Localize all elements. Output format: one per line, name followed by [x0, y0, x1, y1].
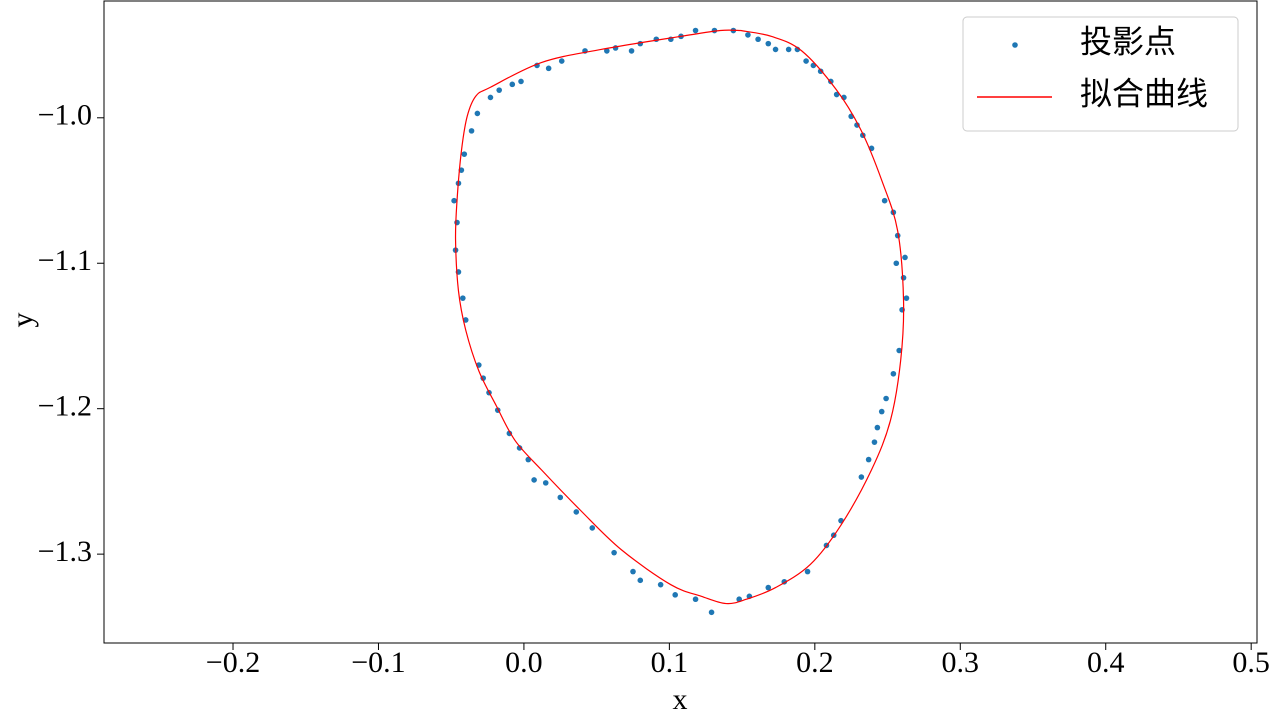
scatter-point	[487, 94, 494, 101]
scatter-point	[765, 40, 772, 47]
scatter-point	[628, 48, 635, 54]
scatter-point	[468, 128, 475, 134]
legend-box	[962, 16, 1239, 132]
legend-label: 投影点	[1080, 23, 1176, 59]
scatter-point	[637, 577, 644, 584]
x-axis-label: x	[673, 683, 688, 716]
scatter-point	[893, 260, 900, 267]
scatter-point	[817, 68, 824, 75]
x-tick-label: −0.2	[206, 646, 260, 679]
scatter-point	[896, 347, 902, 354]
scatter-point	[803, 58, 809, 64]
scatter-point	[772, 46, 779, 53]
x-tick-label: −0.1	[351, 646, 405, 679]
scatter-point	[708, 609, 715, 616]
scatter-point	[454, 219, 460, 226]
x-tick-label: 0.0	[505, 646, 543, 679]
scatter-point	[657, 581, 664, 588]
scatter-point	[874, 424, 881, 431]
scatter-point	[745, 32, 751, 38]
y-tick-label: −1.3	[38, 535, 92, 568]
x-tick-label: 0.5	[1232, 646, 1270, 679]
scatter-point	[765, 584, 772, 591]
scatter-point	[558, 58, 565, 64]
scatter-point	[604, 48, 610, 54]
scatter-point	[692, 596, 699, 603]
scatter-point	[509, 81, 516, 88]
scatter-point	[589, 525, 596, 531]
scatter-point	[474, 110, 481, 117]
scatter-point	[545, 65, 552, 72]
x-tick-label: 0.3	[942, 646, 980, 679]
scatter-point	[900, 274, 907, 281]
scatter-point	[573, 509, 580, 515]
x-tick-label: 0.1	[651, 646, 689, 679]
scatter-point	[785, 46, 792, 53]
scatter-point	[496, 87, 502, 93]
scatter-point	[902, 254, 908, 261]
scatter-point	[516, 445, 523, 451]
scatter-point	[865, 456, 872, 463]
scatter-point	[630, 568, 636, 575]
scatter-point	[653, 36, 660, 43]
plot-area	[451, 27, 910, 616]
y-tick-label: −1.1	[38, 244, 92, 277]
scatter-point	[854, 122, 860, 128]
scatter-point	[903, 295, 910, 301]
scatter-point	[881, 197, 888, 204]
scatter-point	[871, 439, 878, 445]
scatter-point	[611, 549, 617, 556]
scatter-point	[451, 197, 457, 204]
scatter-point	[883, 395, 889, 402]
y-tick-label: −1.0	[38, 99, 92, 132]
fit-curve	[454, 29, 905, 605]
y-tick-label: −1.2	[38, 390, 92, 423]
scatter-point	[672, 592, 678, 598]
scatter-point	[858, 474, 865, 480]
x-tick-label: 0.2	[796, 646, 834, 679]
scatter-point	[462, 317, 469, 323]
scatter-point	[833, 91, 840, 98]
scatter-point	[531, 477, 537, 483]
scatter-point	[878, 408, 885, 415]
scatter-point	[518, 78, 524, 85]
scatter-point	[461, 151, 468, 157]
scatter-point	[755, 36, 761, 43]
legend-marker	[1012, 42, 1018, 48]
y-axis-label: y	[6, 313, 39, 328]
axes-frame	[103, 0, 1258, 644]
scatter-point	[557, 494, 564, 501]
scatter-point	[692, 27, 699, 34]
scatter-point	[804, 568, 811, 575]
scatter-point	[542, 480, 549, 486]
scatter-point	[890, 370, 897, 377]
x-tick-label: 0.4	[1087, 646, 1125, 679]
scatter-point	[460, 295, 466, 301]
legend-label: 拟合曲线	[1080, 75, 1208, 111]
